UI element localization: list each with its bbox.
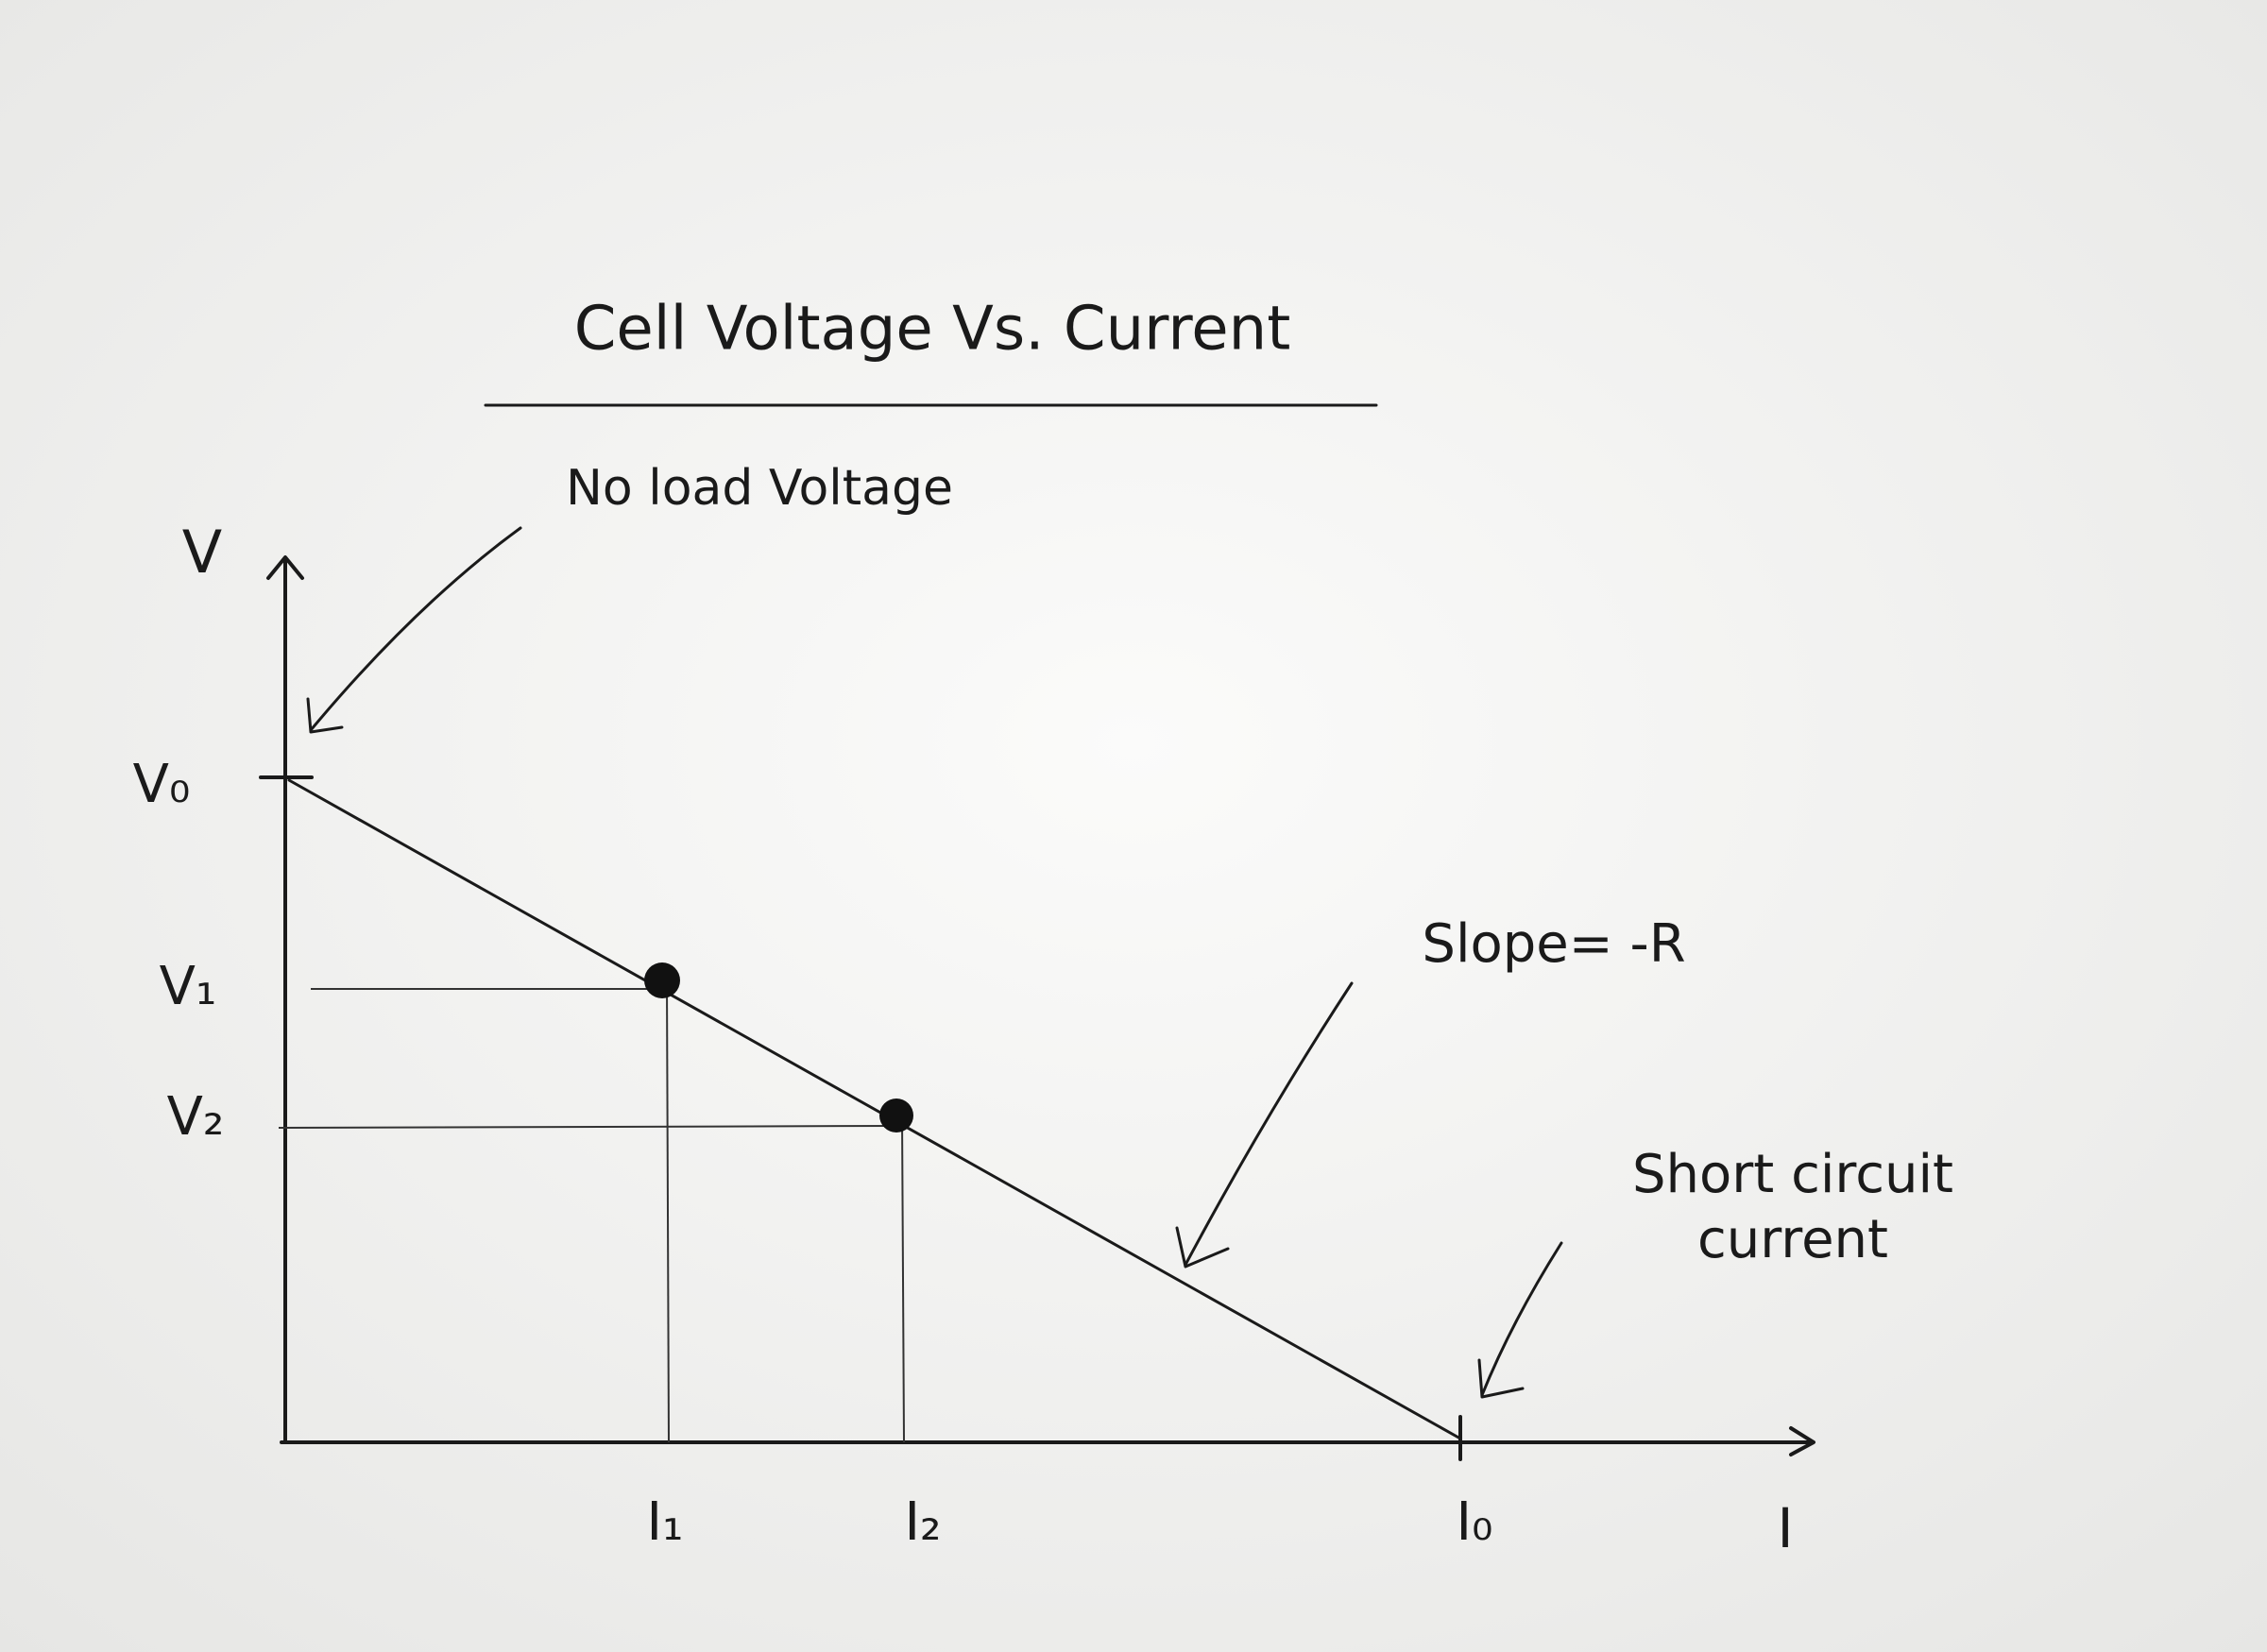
v2-guide [278, 1125, 897, 1129]
point-1 [644, 962, 680, 998]
y-tick-label: V₁ [160, 956, 217, 1017]
no-load-label: No load Voltage [566, 460, 953, 517]
slope-label: Slope= -R [1422, 913, 1685, 975]
i1-guide [666, 981, 670, 1443]
i2-guide [901, 1116, 905, 1443]
point-2 [879, 1098, 913, 1133]
y-tick-label: V₂ [167, 1086, 225, 1148]
x-tick-label: I₂ [905, 1491, 942, 1553]
slope-arrowhead [1175, 1226, 1230, 1269]
y-axis-label: V [182, 518, 222, 587]
short-circuit-arrow [1480, 1241, 1563, 1397]
no-load-arrow [309, 526, 522, 732]
short-circuit-arrowhead [1477, 1358, 1525, 1399]
short-circuit-label: Short circuit [1632, 1144, 1953, 1205]
x-tick-label: I₀ [1457, 1491, 1493, 1553]
y-tick-label: V₀ [133, 754, 191, 815]
iv-line [287, 778, 1462, 1440]
y-axis-arrow [266, 555, 304, 580]
x-axis-arrow [1789, 1426, 1815, 1456]
no-load-arrowhead [306, 697, 344, 734]
x-axis-label: I [1777, 1496, 1793, 1560]
slope-arrow [1184, 981, 1354, 1267]
title: Cell Voltage Vs. Current [574, 295, 1291, 365]
short-circuit-label: current [1697, 1209, 1888, 1270]
x-tick-label: I₁ [647, 1491, 684, 1553]
